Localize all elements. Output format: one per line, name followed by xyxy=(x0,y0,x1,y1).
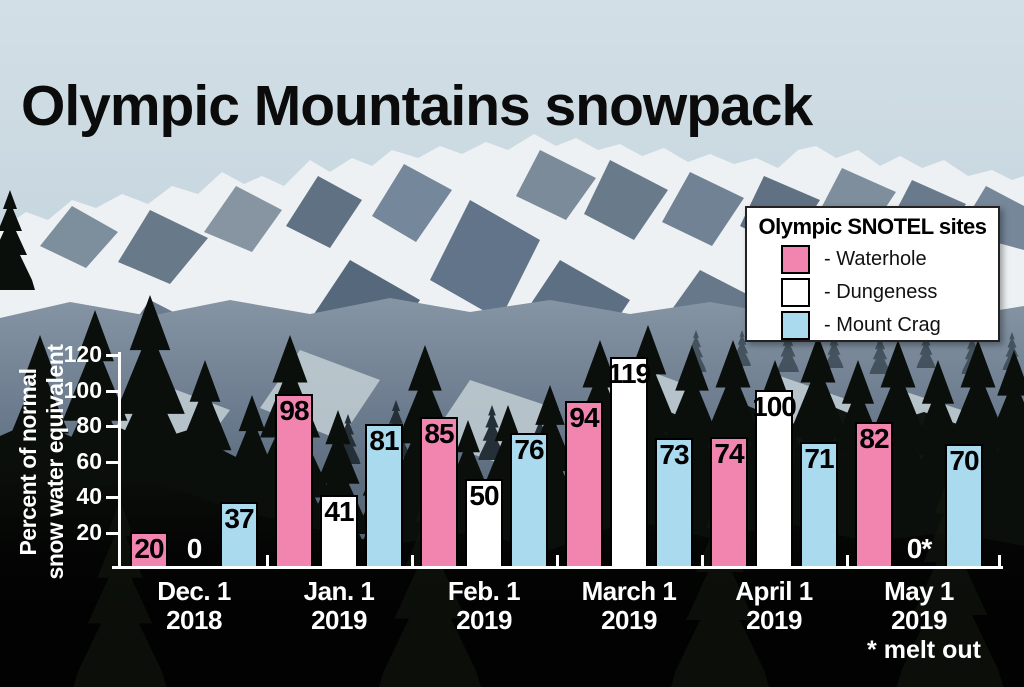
bar-value-label-waterhole-april-1-2019: 74 xyxy=(714,438,744,469)
x-axis-label-may-1-2019: May 1 2019 xyxy=(846,577,992,635)
x-axis-tick-5 xyxy=(998,555,1001,566)
y-tick-mark-80 xyxy=(106,425,119,428)
x-axis-label-month: March 1 xyxy=(581,576,677,606)
bar-dungeness-jan-1-2019: 41 xyxy=(320,495,358,568)
x-axis-label-month: Dec. 1 xyxy=(157,576,231,606)
x-axis-tick-3 xyxy=(701,555,704,566)
bar-mount-crag-dec-1-2018: 37 xyxy=(220,502,258,568)
x-axis-label-year: 2019 xyxy=(311,605,367,635)
x-axis-label-jan-1-2019: Jan. 1 2019 xyxy=(266,577,412,635)
bar-mount-crag-march-1-2019: 73 xyxy=(655,438,693,568)
bar-dungeness-april-1-2019: 100 xyxy=(752,390,797,568)
x-axis-label-month: April 1 xyxy=(735,576,813,606)
y-tick-label-80: 80 xyxy=(76,412,102,438)
bar-value-label-waterhole-dec-1-2018: 20 xyxy=(134,533,164,564)
x-axis-label-feb-1-2019: Feb. 1 2019 xyxy=(411,577,557,635)
y-tick-label-120: 120 xyxy=(63,341,102,367)
bar-value-label-mount-crag-may-1-2019: 70 xyxy=(949,445,979,476)
bar-value-label-mount-crag-march-1-2019: 73 xyxy=(659,439,689,470)
bar-value-label-waterhole-feb-1-2019: 85 xyxy=(424,418,454,449)
bar-waterhole-april-1-2019: 74 xyxy=(710,437,748,568)
legend-label-mount-crag: - Mount Crag xyxy=(824,314,941,336)
y-axis-title-line-1: Percent of normal xyxy=(15,368,41,556)
bar-dungeness-feb-1-2019: 50 xyxy=(465,479,503,568)
chart-title: Olympic Mountains snowpack xyxy=(21,74,813,139)
y-tick-mark-40 xyxy=(106,496,119,499)
bar-value-label-waterhole-may-1-2019: 82 xyxy=(859,423,889,454)
x-axis-label-year: 2019 xyxy=(746,605,802,635)
legend-label-dungeness: - Dungeness xyxy=(824,281,938,303)
bar-value-label-waterhole-jan-1-2019: 98 xyxy=(279,395,309,426)
legend-title: Olympic SNOTEL sites xyxy=(758,214,987,239)
x-axis-label-april-1-2019: April 1 2019 xyxy=(701,577,847,635)
y-tick-label-100: 100 xyxy=(63,377,102,403)
bar-value-label-mount-crag-april-1-2019: 71 xyxy=(804,443,834,474)
y-tick-mark-60 xyxy=(106,461,119,464)
bar-value-label-dungeness-april-1-2019: 100 xyxy=(752,391,797,422)
x-axis-label-year: 2018 xyxy=(166,605,222,635)
x-axis-tick-1 xyxy=(411,555,414,566)
x-axis-label-month: Jan. 1 xyxy=(303,576,375,606)
melt-out-footnote: * melt out xyxy=(867,636,981,664)
bar-mount-crag-jan-1-2019: 81 xyxy=(365,424,403,568)
legend: Olympic SNOTEL sites - Waterhole - Dungen… xyxy=(745,206,1000,342)
x-axis-line xyxy=(112,566,1003,569)
bar-value-label-mount-crag-jan-1-2019: 81 xyxy=(369,425,399,456)
bar-value-label-dungeness-feb-1-2019: 50 xyxy=(469,480,499,511)
legend-item-waterhole: - Waterhole xyxy=(781,245,998,274)
legend-label-waterhole: - Waterhole xyxy=(824,248,927,270)
legend-swatch-dungeness xyxy=(781,278,810,307)
y-tick-mark-120 xyxy=(106,354,119,357)
bar-waterhole-march-1-2019: 94 xyxy=(565,401,603,568)
legend-swatch-mount-crag xyxy=(781,311,810,340)
x-axis-label-dec-1-2018: Dec. 1 2018 xyxy=(121,577,267,635)
y-tick-label-20: 20 xyxy=(76,519,102,545)
y-tick-label-40: 40 xyxy=(76,483,102,509)
x-axis-label-year: 2019 xyxy=(456,605,512,635)
x-axis-label-year: 2019 xyxy=(601,605,657,635)
bar-waterhole-feb-1-2019: 85 xyxy=(420,417,458,568)
bar-value-label-waterhole-march-1-2019: 94 xyxy=(569,402,599,433)
y-axis-line xyxy=(118,352,121,569)
bottom-shadow xyxy=(0,602,1024,687)
x-axis-tick-4 xyxy=(846,555,849,566)
bar-waterhole-jan-1-2019: 98 xyxy=(275,394,313,568)
x-axis-label-month: Feb. 1 xyxy=(447,576,521,606)
legend-item-mount-crag: - Mount Crag xyxy=(781,311,998,340)
y-tick-mark-100 xyxy=(106,390,119,393)
legend-swatch-waterhole xyxy=(781,245,810,274)
x-axis-label-march-1-2019: March 1 2019 xyxy=(556,577,702,635)
y-tick-mark-20 xyxy=(106,532,119,535)
legend-item-dungeness: - Dungeness xyxy=(781,278,998,307)
bar-waterhole-may-1-2019: 82 xyxy=(855,422,893,568)
bar-value-label-dungeness-jan-1-2019: 41 xyxy=(324,496,354,527)
bar-waterhole-dec-1-2018: 20 xyxy=(130,532,168,568)
bar-mount-crag-feb-1-2019: 76 xyxy=(510,433,548,568)
bar-value-label-mount-crag-dec-1-2018: 37 xyxy=(224,503,254,534)
y-tick-label-60: 60 xyxy=(76,448,102,474)
bar-value-label-dungeness-march-1-2019: 119 xyxy=(607,358,651,389)
bar-mount-crag-may-1-2019: 70 xyxy=(945,444,983,568)
bar-value-label-dungeness-dec-1-2018: 0 xyxy=(186,533,203,564)
x-axis-tick-0 xyxy=(266,555,269,566)
x-axis-tick-2 xyxy=(556,555,559,566)
bar-value-label-dungeness-may-1-2019: 0* xyxy=(906,533,932,564)
bar-dungeness-march-1-2019: 119 xyxy=(607,357,651,568)
bar-value-label-mount-crag-feb-1-2019: 76 xyxy=(514,434,544,465)
x-axis-label-month: May 1 xyxy=(884,576,954,606)
x-axis-label-year: 2019 xyxy=(891,605,947,635)
bar-mount-crag-april-1-2019: 71 xyxy=(800,442,838,568)
